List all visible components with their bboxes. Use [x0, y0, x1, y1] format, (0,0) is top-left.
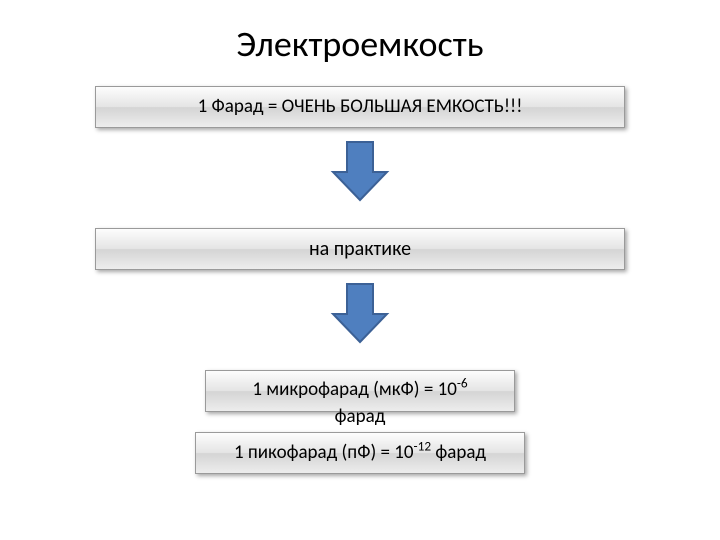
microfarad-overflow-text: фарад — [205, 405, 515, 428]
microfarad-exp: -6 — [457, 375, 468, 392]
box-farad-large: 1 Фарад = ОЧЕНЬ БОЛЬШАЯ ЕМКОСТЬ!!! — [95, 86, 625, 128]
arrow-shape-1 — [333, 142, 387, 200]
picofarad-prefix: 1 пикофарад (пФ) = 10 — [234, 441, 414, 464]
picofarad-exp: -12 — [414, 438, 432, 455]
box-practice: на практике — [95, 228, 625, 270]
arrow-down-1 — [329, 138, 391, 204]
page-title: Электроемкость — [0, 0, 720, 66]
arrow-down-2 — [329, 280, 391, 346]
box-picofarad: 1 пикофарад (пФ) = 10-12 фарад — [195, 432, 525, 474]
picofarad-suffix: фарад — [431, 441, 486, 464]
microfarad-prefix: 1 микрофарад (мкФ) = 10 — [252, 378, 457, 401]
arrow-shape-2 — [333, 284, 387, 342]
